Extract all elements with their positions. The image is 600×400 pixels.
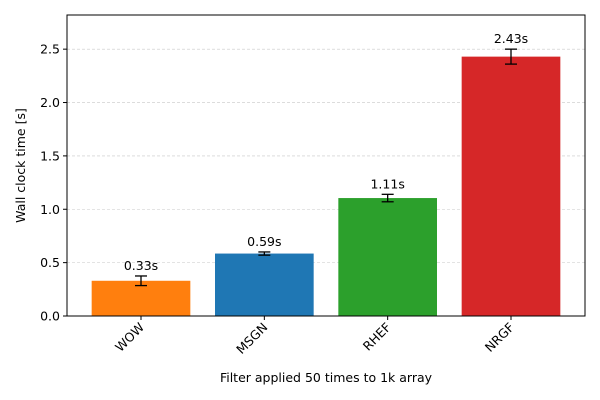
y-axis-ticks: 0.0 0.5 1.0 1.5 2.0 2.5 <box>40 42 67 324</box>
error-bars <box>135 48 517 287</box>
data-label: 2.43s <box>494 31 528 46</box>
bar <box>91 280 191 316</box>
bar <box>338 198 437 316</box>
y-tick-label: 0.0 <box>40 309 60 324</box>
bars <box>91 56 561 317</box>
bar <box>215 253 314 316</box>
x-axis-label: Filter applied 50 times to 1k array <box>220 370 433 385</box>
x-tick-label: MSGN <box>233 320 270 357</box>
bar <box>461 56 561 317</box>
x-tick-label: WOW <box>112 320 147 355</box>
y-tick-label: 0.5 <box>40 255 60 270</box>
y-tick-label: 1.0 <box>40 202 60 217</box>
x-tick-label: NRGF <box>482 320 517 355</box>
y-tick-label: 1.5 <box>40 148 60 163</box>
x-tick-label: RHEF <box>360 320 394 354</box>
x-axis-ticks: WOW MSGN RHEF NRGF <box>112 316 517 357</box>
data-label: 0.33s <box>124 258 158 273</box>
plot-frame <box>66 14 586 317</box>
y-tick-label: 2.0 <box>40 95 60 110</box>
y-tick-label: 2.5 <box>40 42 60 57</box>
data-labels: 0.33s 0.59s 1.11s 2.43s <box>124 31 528 273</box>
data-label: 0.59s <box>247 234 281 249</box>
y-axis-label: Wall clock time [s] <box>13 108 28 223</box>
data-label: 1.11s <box>370 176 404 191</box>
